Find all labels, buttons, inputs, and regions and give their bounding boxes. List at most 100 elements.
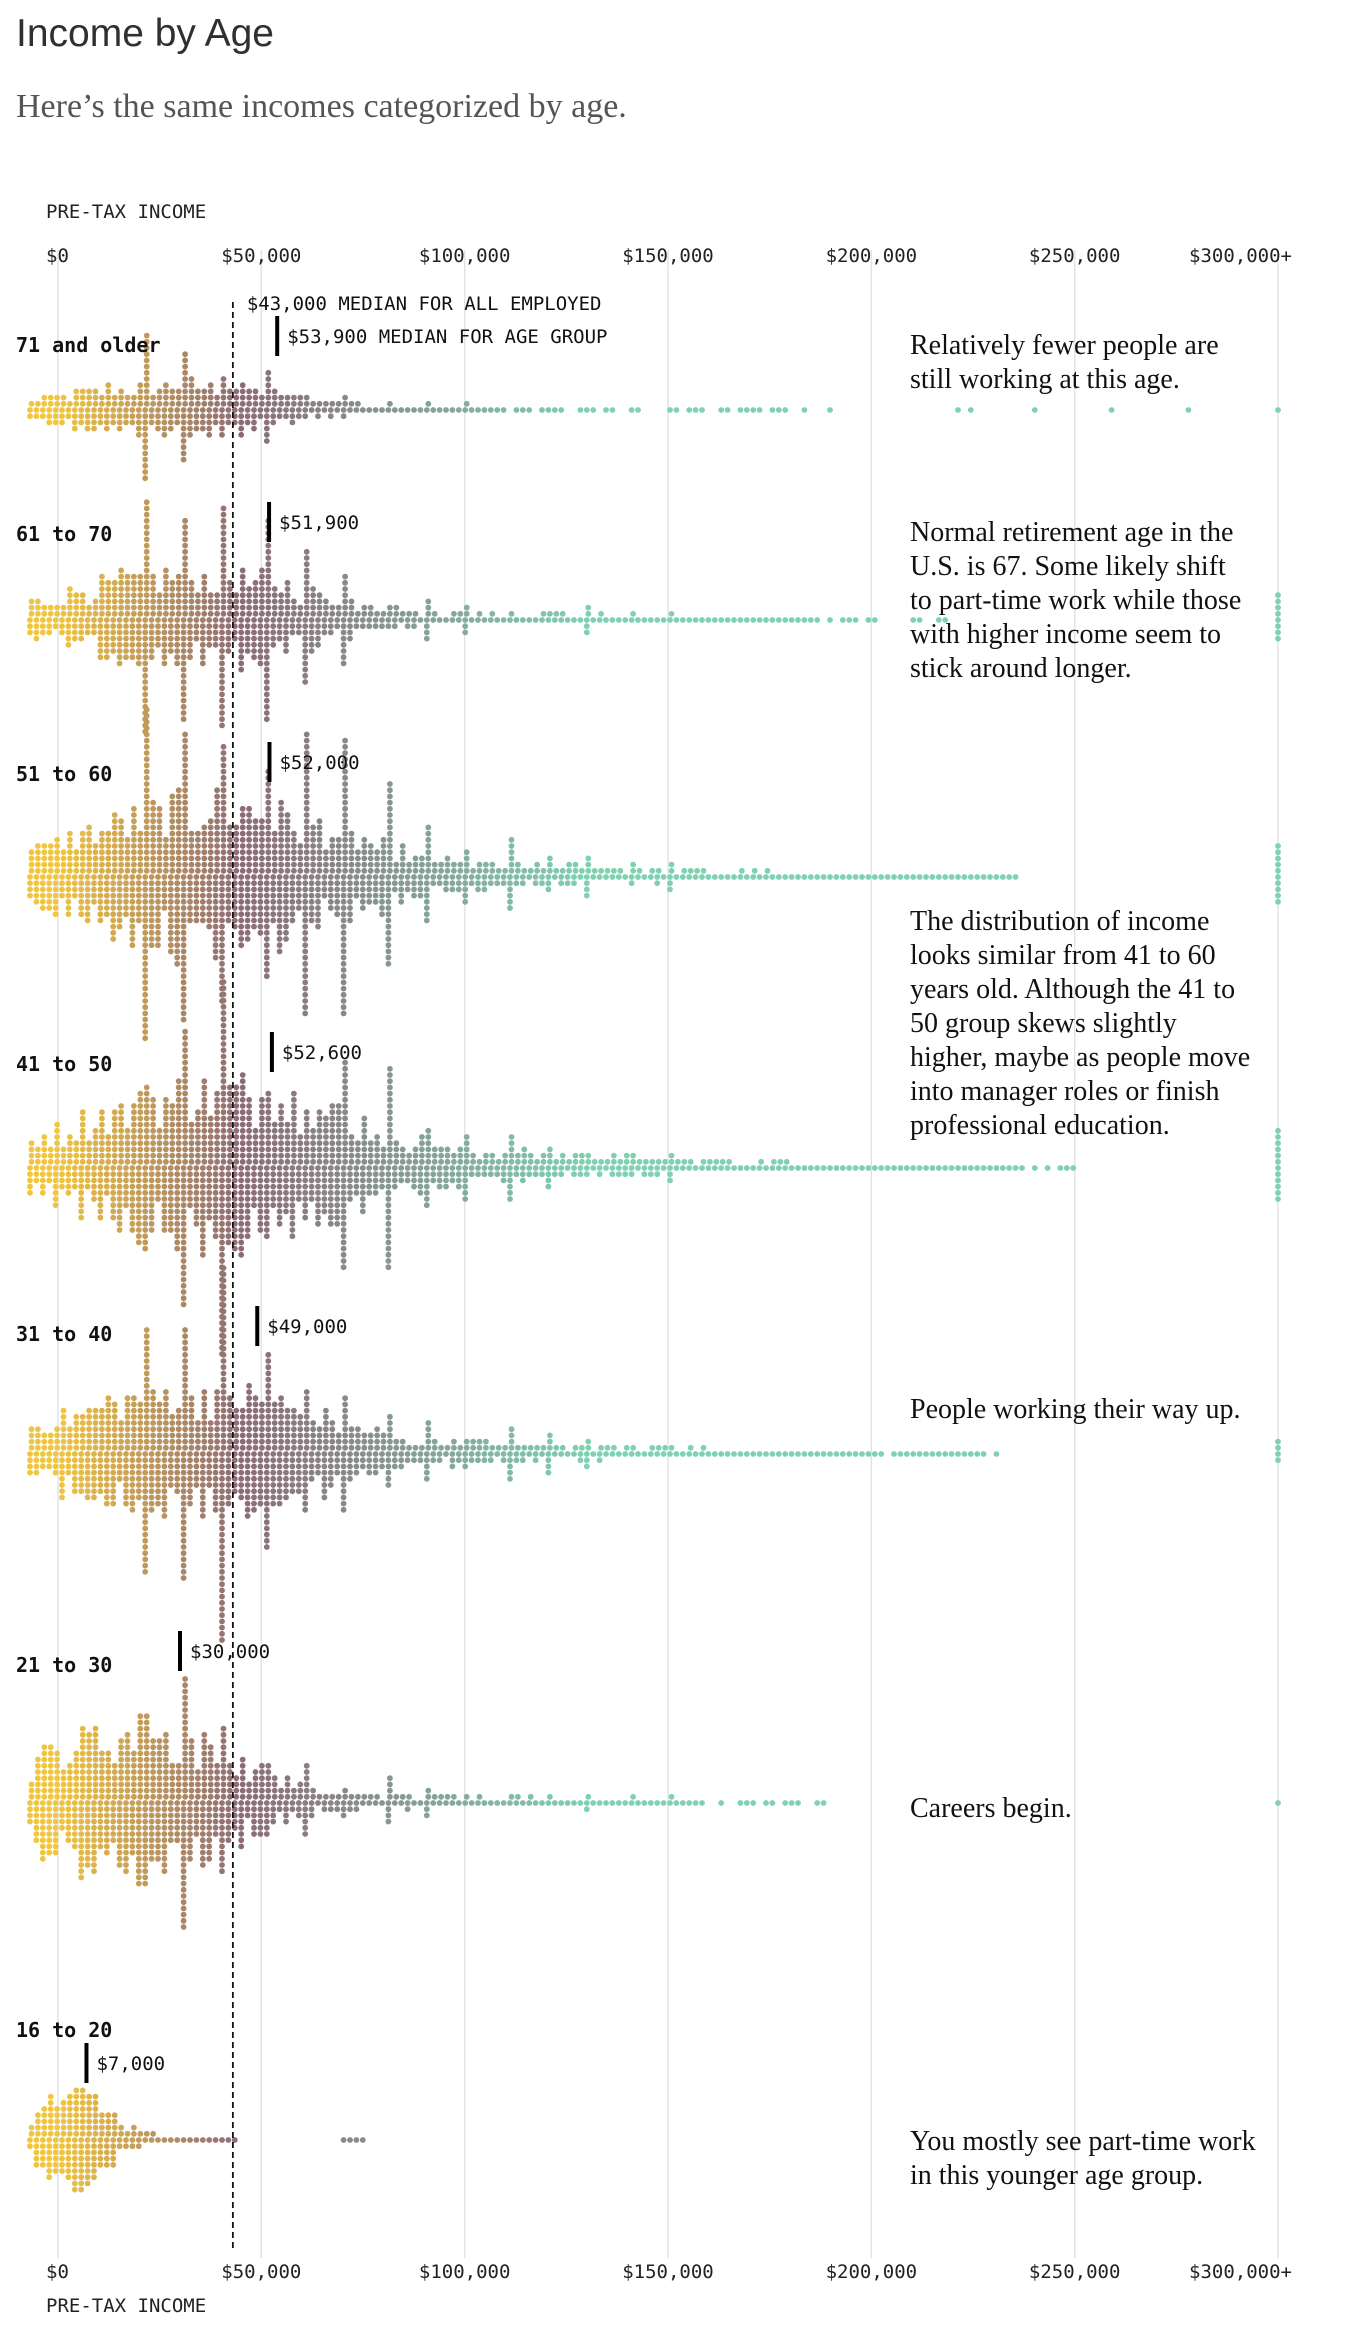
data-dot	[295, 1463, 302, 1470]
data-dot	[303, 743, 310, 750]
data-dot	[342, 1109, 348, 1116]
data-dot	[251, 1171, 257, 1178]
data-dot	[355, 1158, 361, 1165]
data-dot	[540, 610, 547, 617]
data-dot	[131, 1438, 137, 1445]
data-dot	[263, 917, 270, 924]
data-dot	[103, 1475, 110, 1482]
data-dot	[161, 1494, 168, 1501]
data-dot	[195, 1140, 201, 1147]
data-dot	[219, 419, 225, 426]
data-dot	[246, 388, 253, 395]
data-dot	[348, 604, 355, 611]
data-dot	[302, 905, 309, 911]
data-dot	[353, 1469, 360, 1476]
data-dot	[97, 419, 104, 426]
data-dot	[52, 407, 59, 413]
data-dot	[278, 1127, 284, 1134]
data-dot	[220, 1109, 227, 1116]
data-dot	[167, 874, 174, 880]
data-dot	[71, 629, 78, 636]
data-dot	[46, 419, 53, 426]
data-dot	[385, 617, 392, 623]
data-dot	[238, 1451, 245, 1457]
data-dot	[340, 1258, 347, 1264]
data-dot	[123, 1451, 129, 1457]
data-dot	[238, 1214, 245, 1221]
data-dot	[342, 1121, 348, 1128]
data-dot	[99, 1407, 105, 1414]
data-dot	[41, 861, 48, 868]
data-dot	[219, 1469, 225, 1476]
data-dot	[1275, 874, 1281, 880]
data-dot	[239, 1432, 246, 1439]
data-dot	[507, 1451, 513, 1457]
data-dot	[137, 1096, 144, 1103]
data-dot	[379, 905, 385, 911]
data-dot	[295, 617, 302, 623]
data-dot	[935, 1165, 942, 1171]
data-dot	[239, 855, 246, 862]
data-dot	[174, 629, 181, 636]
data-dot	[97, 917, 104, 924]
data-dot	[233, 1134, 240, 1140]
data-dot	[71, 1482, 78, 1488]
data-dot	[315, 413, 321, 420]
data-dot	[609, 1451, 616, 1457]
data-dot	[303, 1158, 310, 1165]
data-dot	[78, 874, 85, 880]
data-dot	[303, 598, 310, 605]
data-dot	[430, 1171, 437, 1178]
data-dot	[263, 960, 270, 967]
data-dot	[188, 1420, 195, 1426]
data-dot	[78, 1469, 85, 1476]
data-dot	[263, 635, 270, 642]
data-dot	[271, 1420, 278, 1426]
data-dot	[110, 911, 117, 918]
data-dot	[137, 400, 144, 407]
data-dot	[71, 886, 78, 893]
data-dot	[195, 843, 201, 849]
data-dot	[182, 1115, 189, 1122]
data-dot	[225, 892, 232, 899]
data-dot	[219, 635, 225, 642]
data-dot	[263, 1494, 270, 1501]
data-dot	[35, 1158, 41, 1165]
data-dot	[238, 1227, 245, 1233]
data-dot	[124, 598, 131, 605]
data-dot	[323, 1444, 329, 1451]
data-dot	[731, 1165, 737, 1171]
data-dot	[263, 1177, 270, 1184]
data-dot	[129, 1189, 136, 1196]
data-dot	[143, 1103, 150, 1109]
data-dot	[143, 830, 150, 837]
data-dot	[347, 407, 353, 413]
data-dot	[239, 861, 246, 868]
data-dot	[347, 874, 353, 880]
data-dot	[367, 855, 374, 862]
data-dot	[283, 929, 289, 936]
data-dot	[110, 923, 117, 930]
data-dot	[214, 1140, 221, 1147]
data-dot	[577, 1457, 584, 1464]
data-dot	[1063, 1165, 1070, 1171]
data-dot	[244, 1482, 251, 1488]
data-dot	[182, 1432, 189, 1439]
data-dot	[135, 413, 142, 420]
data-dot	[180, 1301, 187, 1308]
data-dot	[86, 1413, 92, 1420]
data-dot	[1275, 892, 1281, 899]
data-dot	[180, 960, 187, 967]
data-dot	[417, 1177, 424, 1184]
data-dot	[227, 1121, 233, 1128]
data-dot	[27, 1183, 33, 1190]
data-dot	[379, 874, 385, 880]
data-dot	[263, 666, 270, 673]
data-dot	[852, 1165, 859, 1171]
data-dot	[156, 610, 163, 617]
data-dot	[583, 1165, 590, 1171]
data-dot	[502, 867, 508, 874]
data-dot	[167, 635, 174, 642]
data-dot	[265, 1407, 272, 1414]
data-dot	[443, 874, 449, 880]
